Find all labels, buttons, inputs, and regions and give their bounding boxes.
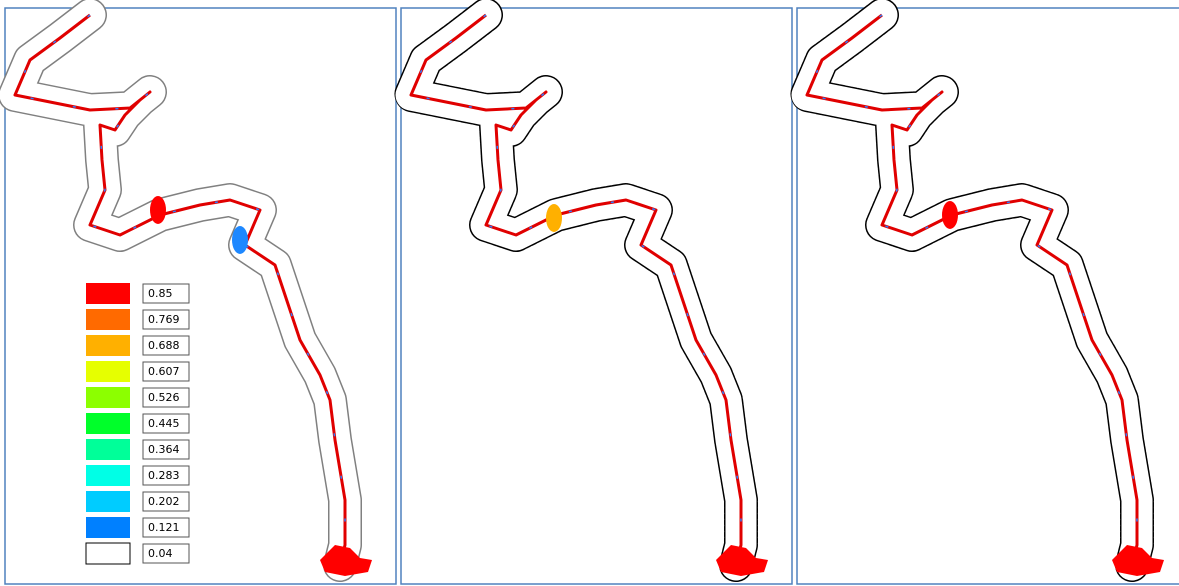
legend-swatch [86,517,130,538]
legend-label: 0.121 [148,521,180,534]
legend-label: 0.364 [148,443,180,456]
legend-label: 0.04 [148,547,173,560]
legend-label: 0.445 [148,417,180,430]
legend-swatch [86,387,130,408]
water-body [546,204,562,232]
legend-label: 0.769 [148,313,180,326]
legend-swatch [86,309,130,330]
legend-label: 0.607 [148,365,180,378]
legend-swatch [86,335,130,356]
legend-label: 0.202 [148,495,180,508]
legend-swatch [86,543,130,564]
legend-swatch [86,491,130,512]
legend-label: 0.526 [148,391,180,404]
legend-label: 0.85 [148,287,173,300]
figure: 0.85 0.769 0.688 0.607 0.526 0.445 0.364 0.283 0… [0,0,1179,586]
legend-label: 0.688 [148,339,180,352]
map-panel [401,8,792,584]
water-body [942,201,958,229]
legend-label: 0.283 [148,469,180,482]
legend-swatch [86,413,130,434]
water-body [232,226,248,254]
legend-swatch [86,439,130,460]
legend-swatch [86,283,130,304]
water-body [150,196,166,224]
map-panel [797,8,1179,584]
legend-swatch [86,465,130,486]
map-panel [5,8,396,584]
legend-swatch [86,361,130,382]
